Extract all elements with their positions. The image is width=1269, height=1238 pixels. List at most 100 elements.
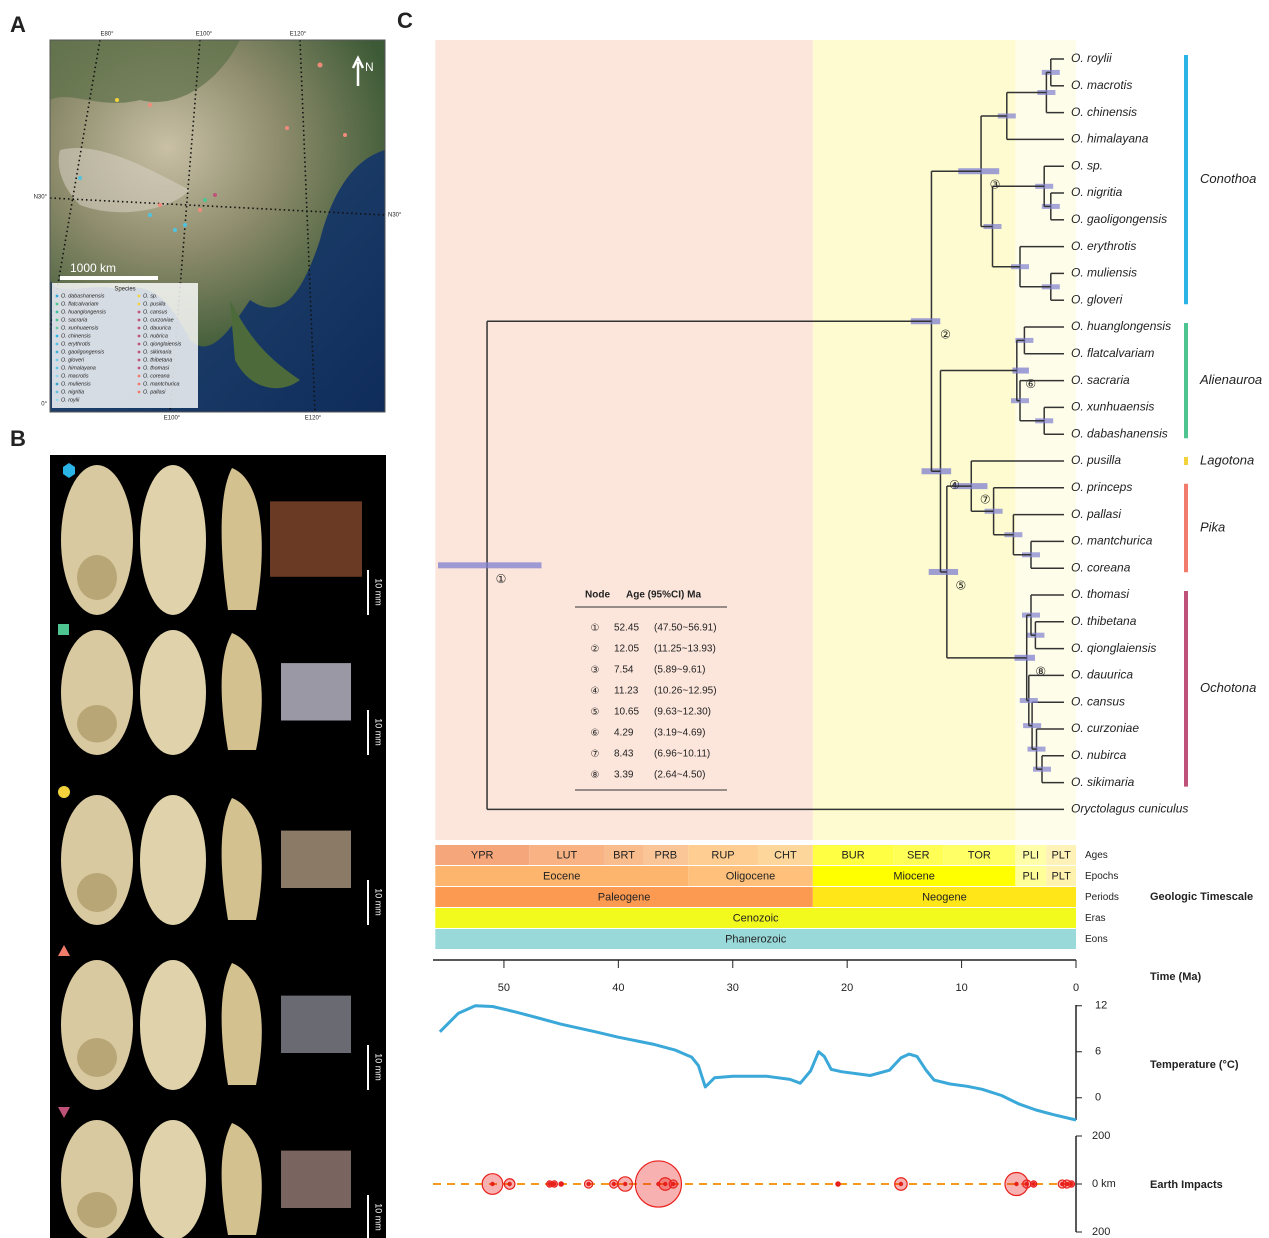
leaf-label: O. gloveri — [1071, 292, 1123, 306]
table-node: ③ — [591, 665, 600, 676]
timescale-label: Oligocene — [726, 870, 776, 882]
timescale-unit — [435, 929, 1076, 949]
y-tick-label: 200 — [1092, 1130, 1110, 1142]
clade-label: Lagotona — [1200, 452, 1254, 467]
impact-center — [898, 1181, 904, 1187]
leaf-label: O. sacraria — [1071, 373, 1130, 387]
timescale-label: CHT — [774, 849, 797, 861]
scale-label: 10 mm — [374, 1053, 384, 1081]
legend-label: O. thibetana — [143, 357, 172, 363]
map-plateau — [58, 148, 191, 213]
table-age: 11.23 — [614, 686, 639, 697]
timescale-unit — [1046, 845, 1076, 865]
legend-label: O. macrotis — [61, 373, 89, 379]
fur-photo — [281, 1150, 351, 1208]
leaf-label: O. qionglaiensis — [1071, 641, 1156, 655]
timescale-row-label: Epochs — [1085, 871, 1118, 882]
legend-label: O. gloveri — [61, 357, 85, 363]
y-tick-label: 6 — [1095, 1046, 1101, 1058]
x-tick-label: 30 — [727, 982, 739, 994]
timescale-label: PLT — [1051, 849, 1071, 861]
lon-label: E100° — [196, 32, 213, 38]
x-tick-label: 50 — [498, 982, 510, 994]
clade-label: Alienauroa — [1199, 372, 1262, 387]
skull-lateral — [221, 633, 262, 750]
lon-label: E120° — [305, 416, 322, 422]
y-tick-label: 0 km — [1092, 1178, 1116, 1190]
node-label: ⑥ — [1025, 377, 1036, 391]
table-age: 3.39 — [614, 770, 634, 781]
table-age: 52.45 — [614, 623, 639, 634]
leaf-label: O. macrotis — [1071, 78, 1132, 92]
timescale-unit — [1046, 866, 1076, 886]
table-ci: (9.63~12.30) — [654, 707, 711, 718]
timescale-label: LUT — [556, 849, 577, 861]
legend-label: O. dabashanensis — [61, 293, 105, 299]
legend-label: O. thomasi — [143, 365, 170, 371]
legend-label: O. chinensis — [61, 333, 91, 339]
node-label: ⑤ — [955, 578, 966, 592]
leaf-label: O. gaoligongensis — [1071, 212, 1167, 226]
skull-detail — [77, 1192, 117, 1228]
impact-center — [558, 1181, 564, 1187]
table-node: ⑤ — [591, 707, 600, 718]
legend-dot — [137, 374, 141, 378]
impact-center — [1069, 1181, 1074, 1187]
skull-lateral — [221, 468, 262, 610]
timescale-label: PRB — [655, 849, 678, 861]
impact-center — [623, 1181, 628, 1187]
leaf-label: O. thibetana — [1071, 614, 1137, 628]
legend-label: O. gaoligongensis — [61, 349, 104, 355]
leaf-label: Oryctolagus cuniculus — [1071, 802, 1188, 816]
scale-bar — [60, 276, 158, 280]
table-age: 7.54 — [614, 665, 634, 676]
node-label: ⑦ — [980, 493, 991, 507]
lat-label: N30° — [34, 195, 48, 201]
timescale-unit — [688, 845, 758, 865]
north-label: N — [365, 60, 374, 74]
fur-photo — [281, 995, 351, 1053]
clade-label: Ochotona — [1200, 680, 1256, 695]
group-symbol — [58, 624, 69, 635]
impact-center — [586, 1181, 591, 1187]
table-node: ⑧ — [591, 770, 600, 781]
axis-title: Earth Impacts — [1150, 1179, 1223, 1191]
skull-dorsal — [140, 960, 206, 1090]
timescale-row-label: Periods — [1085, 892, 1119, 903]
scale-label: 10 mm — [374, 888, 384, 916]
leaf-label: O. muliensis — [1071, 266, 1137, 280]
group-symbol — [58, 945, 70, 956]
timescale-unit — [1015, 845, 1047, 865]
legend-label: O. sp. — [143, 293, 157, 299]
impact-center — [490, 1181, 495, 1187]
panel-label: B — [10, 426, 26, 451]
legend-label: O. dauurica — [143, 325, 171, 331]
timescale-unit — [943, 845, 1016, 865]
legend-label: O. himalayana — [61, 365, 96, 371]
legend-label: O. erythrotis — [61, 341, 91, 347]
leaf-label: O. xunhuaensis — [1071, 400, 1154, 414]
leaf-label: O. coreana — [1071, 560, 1131, 574]
panel-label: A — [10, 12, 26, 37]
timescale-title: Geologic Timescale — [1150, 891, 1253, 903]
leaf-label: O. sp. — [1071, 158, 1103, 172]
lon-label: E120° — [290, 32, 307, 38]
timescale-label: BUR — [841, 849, 864, 861]
scale-label: 10 mm — [374, 718, 384, 746]
era-band — [812, 40, 1016, 840]
table-node: ② — [591, 644, 600, 655]
impact-center — [1024, 1181, 1030, 1187]
fur-photo — [281, 663, 351, 721]
timescale-row-label: Eons — [1085, 934, 1108, 945]
legend-dot — [55, 302, 59, 306]
timescale-label: PLI — [1023, 849, 1040, 861]
legend-dot — [137, 294, 141, 298]
timescale-label: Paleogene — [598, 891, 651, 903]
timescale-unit — [604, 845, 644, 865]
legend-dot — [137, 350, 141, 354]
leaf-label: O. mantchurica — [1071, 534, 1153, 548]
skull-lateral — [221, 1123, 262, 1235]
timescale-unit — [812, 866, 1016, 886]
y-tick-label: 12 — [1095, 1000, 1107, 1012]
